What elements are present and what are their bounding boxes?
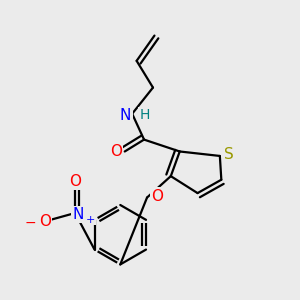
Text: +: + [86,214,95,224]
Text: S: S [224,147,234,162]
Text: O: O [69,174,81,189]
Text: O: O [110,144,122,159]
Text: O: O [39,214,51,229]
Text: −: − [24,216,36,230]
Text: N: N [72,207,84,222]
Text: H: H [140,108,150,122]
Text: N: N [120,108,131,123]
Text: O: O [152,189,164,204]
